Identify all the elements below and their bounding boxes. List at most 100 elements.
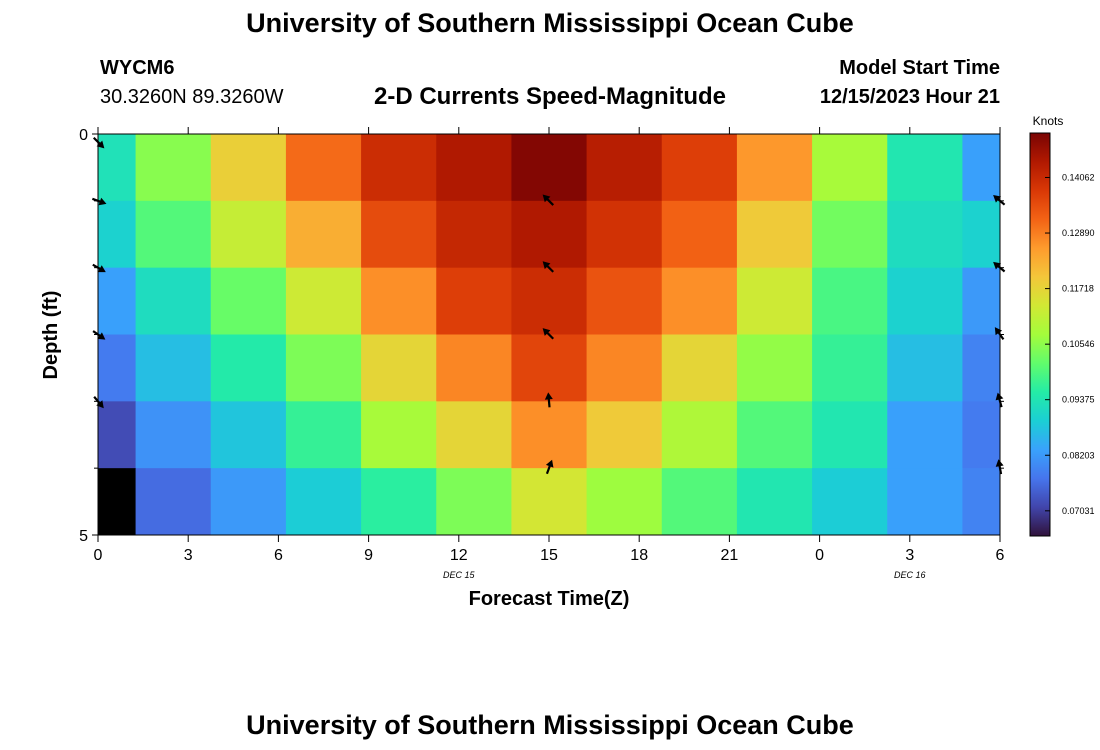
- heatmap-cell: [210, 134, 287, 202]
- heatmap-cell: [511, 200, 588, 269]
- colorbar-tick-label: 0.11718: [1062, 284, 1094, 294]
- heatmap-cell: [361, 267, 437, 335]
- colorbar-label: Knots: [1033, 114, 1064, 128]
- heatmap-cell: [361, 200, 437, 269]
- heatmap-cell: [436, 401, 512, 469]
- station-id: WYCM6: [100, 57, 175, 79]
- x-tick-label: 0: [94, 547, 103, 564]
- heatmap-cell: [812, 401, 888, 469]
- current-vector: [542, 194, 555, 206]
- heatmap-cell: [586, 134, 663, 202]
- heatmap-cell: [285, 267, 362, 335]
- heatmap-cell: [887, 334, 963, 402]
- heatmap-cell: [736, 267, 813, 335]
- heatmap-cell: [887, 200, 963, 269]
- heatmap-cell: [962, 401, 1001, 469]
- heatmap-cell: [661, 334, 738, 402]
- colorbar-tick-label: 0.10546: [1062, 339, 1095, 349]
- heatmap-cell: [285, 334, 362, 402]
- heatmap-cell: [210, 200, 287, 269]
- heatmap-cell: [436, 200, 512, 269]
- heatmap-cell: [661, 468, 738, 536]
- colorbar-tick-label: 0.07031: [1062, 506, 1095, 516]
- date-label: DEC 16: [894, 570, 926, 580]
- heatmap-cell: [98, 200, 137, 269]
- heatmap-cell: [210, 334, 287, 402]
- heatmap-cell: [285, 401, 362, 469]
- chart-title: University of Southern Mississippi Ocean…: [246, 8, 854, 38]
- current-vectors: [91, 136, 1006, 475]
- heatmap-cell: [736, 468, 813, 536]
- heatmap-cell: [962, 267, 1001, 335]
- colorbar-tick-label: 0.09375: [1062, 395, 1095, 405]
- heatmap-cell: [887, 134, 963, 202]
- colorbar-tick-label: 0.12890: [1062, 228, 1095, 238]
- heatmap-cell: [962, 334, 1001, 402]
- heatmap-cell: [135, 334, 212, 402]
- heatmap-cell: [361, 468, 437, 536]
- heatmap-cell: [736, 401, 813, 469]
- heatmap-cell: [135, 200, 212, 269]
- heatmap-cell: [135, 134, 212, 202]
- heatmap-cell: [210, 267, 287, 335]
- heatmap-cell: [812, 468, 888, 536]
- y-axis: 05: [79, 127, 1004, 545]
- heatmap-cell: [285, 134, 362, 202]
- heatmap-cell: [135, 468, 212, 536]
- date-label: DEC 15: [443, 570, 476, 580]
- heatmap-cell: [736, 334, 813, 402]
- heatmap-cell: [962, 134, 1001, 202]
- y-tick-label: 5: [79, 528, 88, 545]
- heatmap-cell: [887, 267, 963, 335]
- heatmap-cell: [98, 267, 137, 335]
- x-tick-label: 6: [996, 547, 1005, 564]
- heatmap-cell: [661, 134, 738, 202]
- heatmap-cell: [812, 200, 888, 269]
- heatmap-cell: [962, 200, 1001, 269]
- heatmap-cell: [436, 134, 512, 202]
- y-tick-label: 0: [79, 127, 88, 144]
- heatmap-cell: [586, 334, 663, 402]
- current-vector: [542, 328, 555, 340]
- heatmap-cell: [135, 267, 212, 335]
- heatmap-cell: [511, 468, 588, 536]
- heatmap-cell: [661, 200, 738, 269]
- heatmap-cell: [812, 334, 888, 402]
- heatmap-cell: [736, 200, 813, 269]
- heatmap-cell: [887, 401, 963, 469]
- heatmap-cell: [586, 267, 663, 335]
- heatmap-cell: [511, 401, 588, 469]
- heatmap-cell: [812, 134, 888, 202]
- heatmap-cell: [285, 468, 362, 536]
- current-vector: [544, 392, 553, 408]
- heatmap-cell: [361, 334, 437, 402]
- heatmap-cell: [210, 401, 287, 469]
- heatmap-cell: [98, 334, 137, 402]
- x-axis: 0 3 6 9 12 15 18 21 0 3 6 DEC 15 DEC 16: [94, 127, 1005, 580]
- heatmap-cell: [98, 468, 137, 536]
- heatmap-cell: [285, 200, 362, 269]
- heatmap-cell: [436, 267, 512, 335]
- heatmap-cell: [586, 401, 663, 469]
- heatmap-cell: [210, 468, 287, 536]
- heatmap-cell: [361, 401, 437, 469]
- heatmap-cell: [98, 134, 137, 202]
- heatmap-cell: [436, 334, 512, 402]
- x-tick-label: 12: [450, 547, 468, 564]
- x-tick-label: 21: [721, 547, 739, 564]
- heatmap-cell: [962, 468, 1001, 536]
- heatmap-cells: [98, 134, 1001, 536]
- heatmap-cell: [586, 468, 663, 536]
- station-coordinates: 30.3260N 89.3260W: [100, 86, 284, 108]
- x-tick-label: 15: [540, 547, 558, 564]
- heatmap-cell: [887, 468, 963, 536]
- x-tick-label: 3: [905, 547, 914, 564]
- heatmap-cell: [661, 267, 738, 335]
- x-tick-label: 0: [815, 547, 824, 564]
- model-start-value: 12/15/2023 Hour 21: [819, 86, 1000, 108]
- heatmap-cell: [98, 401, 137, 469]
- x-tick-label: 18: [630, 547, 648, 564]
- heatmap-cell: [586, 200, 663, 269]
- x-axis-label: Forecast Time(Z): [469, 588, 630, 610]
